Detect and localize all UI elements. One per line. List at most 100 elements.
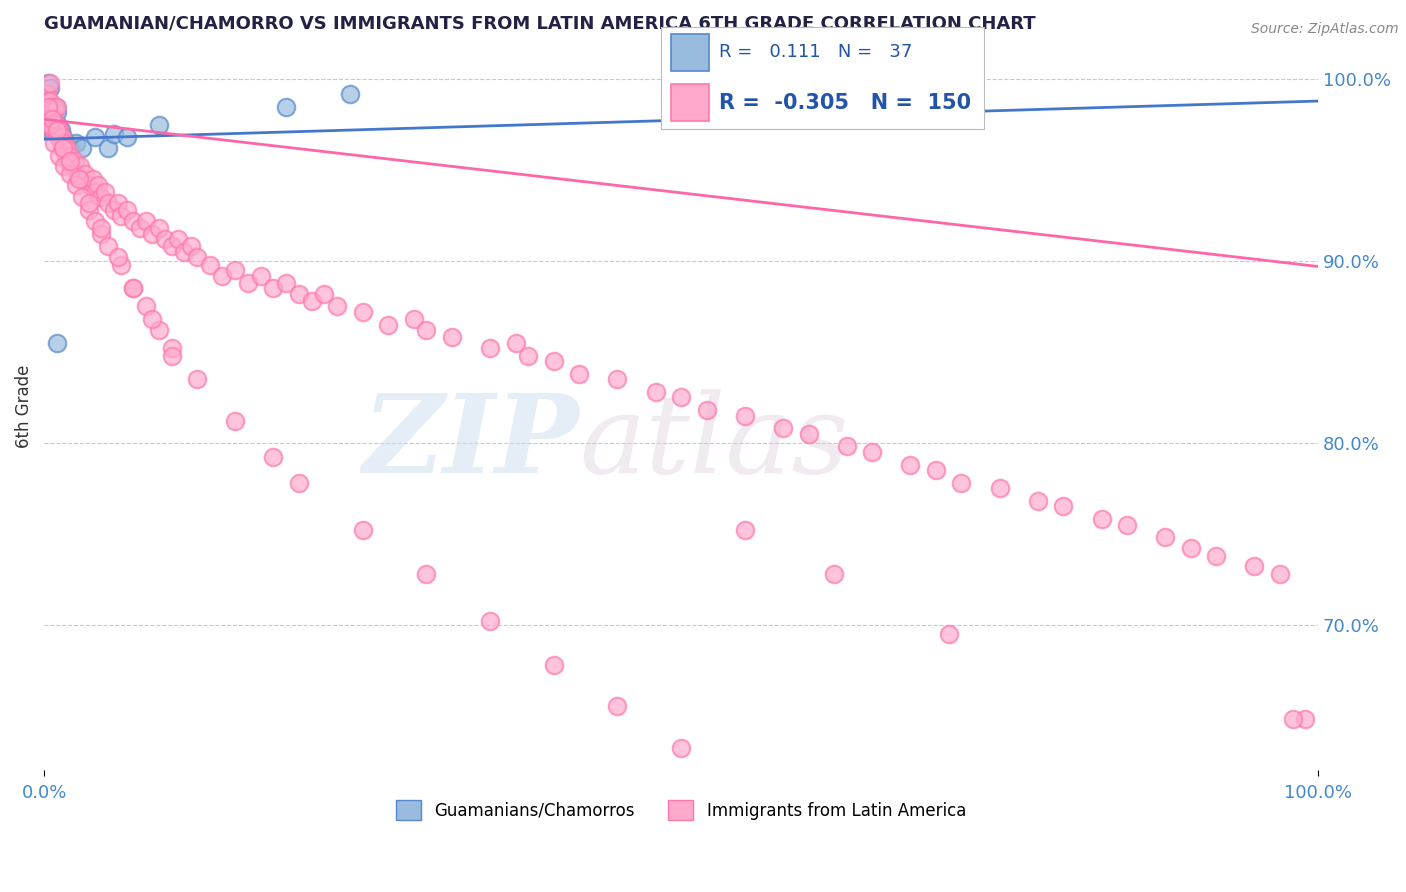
Point — [326, 300, 349, 314]
Point — [1052, 500, 1074, 514]
Point — [65, 178, 87, 192]
Point — [103, 203, 125, 218]
Point — [115, 130, 138, 145]
Point — [288, 286, 311, 301]
Point — [543, 354, 565, 368]
Point — [173, 244, 195, 259]
Point — [38, 123, 60, 137]
Point — [53, 160, 76, 174]
Point — [339, 87, 361, 101]
Point — [97, 195, 120, 210]
Point — [141, 227, 163, 241]
Point — [42, 123, 65, 137]
Point — [377, 318, 399, 332]
Point — [734, 778, 756, 792]
Point — [38, 99, 60, 113]
Point — [39, 99, 62, 113]
Point — [479, 341, 502, 355]
Point — [696, 403, 718, 417]
Point — [77, 178, 100, 192]
Point — [60, 160, 83, 174]
Point — [72, 141, 94, 155]
Point — [988, 481, 1011, 495]
Point — [51, 130, 73, 145]
Bar — [671, 34, 710, 70]
Point — [55, 148, 77, 162]
Text: R =  -0.305   N =  150: R = -0.305 N = 150 — [718, 93, 972, 112]
Point — [288, 475, 311, 490]
Point — [669, 390, 692, 404]
Point — [41, 112, 63, 127]
Point — [72, 190, 94, 204]
Point — [135, 214, 157, 228]
Point — [141, 312, 163, 326]
Text: R =   0.111   N =   37: R = 0.111 N = 37 — [718, 44, 912, 62]
Point — [35, 105, 58, 120]
Point — [37, 76, 59, 90]
Point — [797, 808, 820, 822]
Point — [52, 141, 75, 155]
Point — [39, 81, 62, 95]
Point — [153, 232, 176, 246]
Point — [543, 657, 565, 672]
Bar — [671, 84, 710, 121]
Point — [45, 335, 67, 350]
Point — [644, 384, 666, 399]
Point — [224, 263, 246, 277]
Point — [1090, 512, 1112, 526]
Point — [53, 136, 76, 150]
Point — [38, 105, 60, 120]
Point — [262, 281, 284, 295]
Point — [35, 99, 58, 113]
Point — [37, 99, 59, 113]
Point — [67, 172, 90, 186]
Point — [314, 286, 336, 301]
Point — [860, 445, 883, 459]
Point — [44, 136, 66, 150]
Point — [301, 293, 323, 308]
Point — [1180, 541, 1202, 556]
Point — [39, 118, 62, 132]
Point — [249, 268, 271, 283]
Point — [48, 130, 70, 145]
Point — [180, 239, 202, 253]
Point — [606, 699, 628, 714]
Point — [276, 276, 298, 290]
Point — [734, 523, 756, 537]
Point — [73, 167, 96, 181]
Point — [44, 118, 66, 132]
Point — [1154, 530, 1177, 544]
Point — [38, 118, 60, 132]
Point — [58, 154, 80, 169]
Point — [772, 421, 794, 435]
Point — [925, 868, 948, 882]
Point — [52, 141, 75, 155]
Point — [90, 190, 112, 204]
Point — [402, 312, 425, 326]
Point — [84, 185, 107, 199]
Point — [42, 105, 65, 120]
Point — [97, 141, 120, 155]
Point — [1268, 566, 1291, 581]
Point — [45, 118, 67, 132]
Point — [58, 148, 80, 162]
Point — [77, 195, 100, 210]
Point — [122, 281, 145, 295]
Point — [39, 118, 62, 132]
Legend: Guamanians/Chamorros, Immigrants from Latin America: Guamanians/Chamorros, Immigrants from La… — [389, 794, 973, 827]
Point — [90, 227, 112, 241]
Point — [1205, 549, 1227, 563]
Point — [37, 112, 59, 127]
Point — [440, 330, 463, 344]
Point — [41, 105, 63, 120]
Point — [1026, 494, 1049, 508]
Point — [58, 154, 80, 169]
Text: GUAMANIAN/CHAMORRO VS IMMIGRANTS FROM LATIN AMERICA 6TH GRADE CORRELATION CHART: GUAMANIAN/CHAMORRO VS IMMIGRANTS FROM LA… — [44, 15, 1036, 33]
Point — [224, 414, 246, 428]
Point — [122, 214, 145, 228]
Point — [160, 349, 183, 363]
Point — [69, 160, 91, 174]
Point — [122, 281, 145, 295]
Point — [352, 523, 374, 537]
Point — [56, 141, 79, 155]
